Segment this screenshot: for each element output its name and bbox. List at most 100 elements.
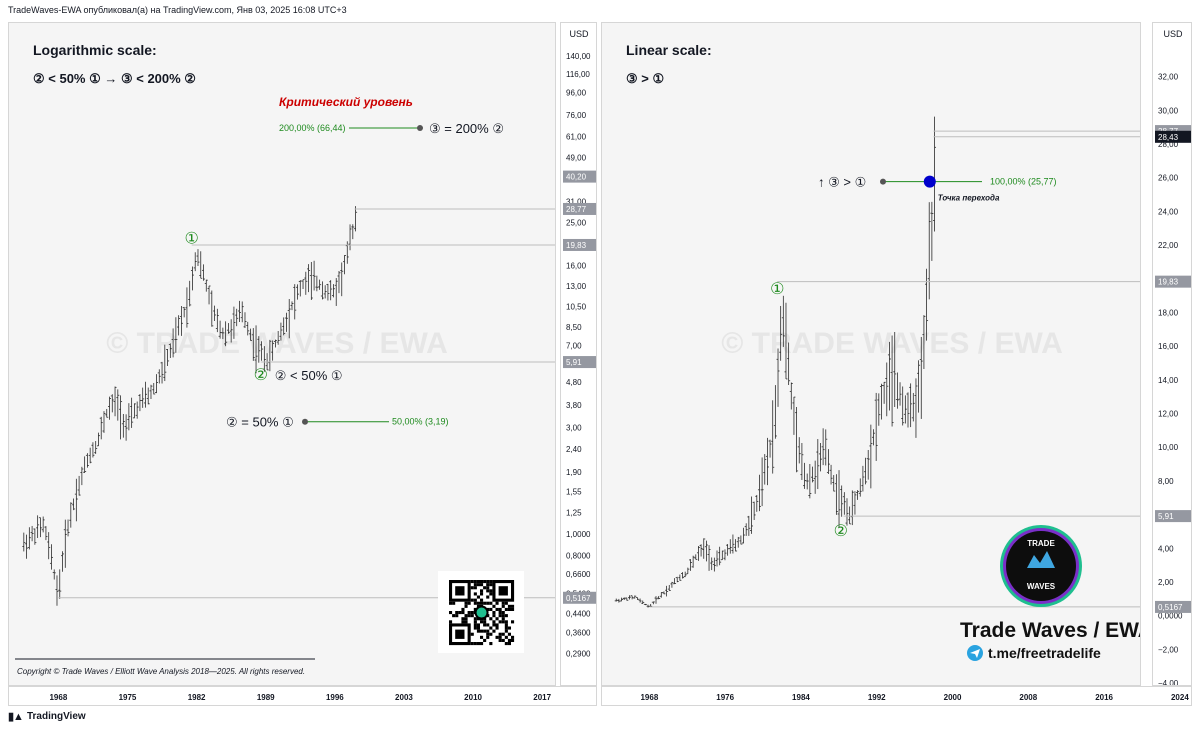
tradingview-brand: TradingView <box>26 711 86 722</box>
ohlc-bar <box>755 494 759 512</box>
ohlc-bar <box>30 525 34 542</box>
ohlc-bar <box>702 538 706 559</box>
ohlc-bar <box>149 384 153 399</box>
y-tick-label: 16,00 <box>566 262 587 271</box>
ohlc-bar <box>866 449 870 480</box>
y-tick-label: 4,00 <box>1158 544 1174 553</box>
ohlc-bar <box>246 321 250 336</box>
y-tick-label: 1,25 <box>566 508 582 517</box>
ohlc-bar <box>63 519 67 568</box>
tradingview-footer[interactable]: ▮▲ TradingView <box>8 710 86 723</box>
ohlc-bar <box>906 392 910 428</box>
ohlc-bar <box>792 396 796 435</box>
ohlc-bar <box>237 300 241 323</box>
ohlc-bar <box>633 595 637 599</box>
ohlc-bar <box>864 457 868 485</box>
chart-panel-linear[interactable]: © TRADE WAVES / EWA Linear scale: ③ > ① … <box>601 22 1141 686</box>
ohlc-bar <box>651 601 655 605</box>
ohlc-bar <box>765 437 769 486</box>
y-tick-label: 14,00 <box>1158 376 1179 385</box>
ohlc-bar <box>890 335 894 427</box>
ohlc-bar <box>818 442 822 472</box>
y-tick-label: 116,00 <box>566 70 590 79</box>
ohlc-bar <box>625 597 629 601</box>
ohlc-bar <box>168 343 172 358</box>
ohlc-bar <box>800 443 804 480</box>
ohlc-bar <box>882 381 886 404</box>
price-tag: 5,91 <box>566 358 582 367</box>
ohlc-bar <box>91 442 95 458</box>
y-tick-label: 61,00 <box>566 132 587 141</box>
x-tick-label: 1968 <box>640 693 658 702</box>
ohlc-bar <box>834 474 838 515</box>
ohlc-bar <box>832 475 836 492</box>
copyright-text: Copyright © Trade Waves / Elliott Wave A… <box>17 667 305 676</box>
ohlc-bar <box>224 321 228 347</box>
ohlc-bar <box>121 413 125 438</box>
y-tick-label: 32,00 <box>1158 73 1179 82</box>
ohlc-bar <box>132 403 136 419</box>
price-scale-linear[interactable]: USD 32,00 30,00 28,00 26,00 24,00 22,00 18,00 1… <box>1152 22 1192 686</box>
logo-wave-icon <box>1027 551 1055 568</box>
y-tick-label: 28,00 <box>1158 140 1179 149</box>
ohlc-bar <box>805 473 809 490</box>
ohlc-bar <box>646 604 650 608</box>
linear-chart-svg: © TRADE WAVES / EWA Linear scale: ③ > ① … <box>614 42 1140 661</box>
ohlc-bar <box>127 403 131 431</box>
fib-level-50: 50,00% (3,19) <box>392 417 449 427</box>
ohlc-bar <box>33 528 37 545</box>
ohlc-bar <box>354 206 358 232</box>
ohlc-bar <box>813 460 817 494</box>
ohlc-bar <box>930 201 934 261</box>
price-tag: 28,77 <box>566 205 587 214</box>
ohlc-bar <box>848 506 852 525</box>
x-tick-label: 1975 <box>119 693 137 702</box>
fib-100-anchor <box>880 178 886 185</box>
ohlc-bar <box>85 453 89 468</box>
ohlc-bar <box>182 306 186 318</box>
ohlc-bar <box>174 317 178 353</box>
ohlc-bar <box>218 320 222 339</box>
y-tick-label: 31,00 <box>566 198 587 207</box>
y-tick-label: 1,55 <box>566 488 582 497</box>
price-tag-box <box>563 356 596 369</box>
ohlc-bar <box>657 596 661 600</box>
ohlc-bar <box>83 456 87 473</box>
price-tag: 40,20 <box>566 173 587 182</box>
ohlc-bar <box>845 498 849 526</box>
time-scale-linear[interactable]: 1968 1976 1984 1992 2000 2008 2016 2024 <box>601 686 1192 706</box>
ohlc-bar <box>885 362 889 417</box>
ohlc-bar <box>720 550 724 561</box>
chart-title-linear: Linear scale: <box>626 42 712 58</box>
price-tag-box <box>563 170 596 183</box>
wave2-eq-annotation: ② = 50% ① <box>226 415 294 430</box>
ohlc-bar <box>678 574 682 581</box>
ohlc-bar <box>116 389 120 421</box>
y-tick-label: 1,90 <box>566 468 582 477</box>
wave3-eq-annotation: ③ = 200% ② <box>429 121 504 136</box>
ohlc-bar <box>210 290 214 327</box>
ohlc-bar <box>143 381 147 408</box>
fib-50-anchor <box>302 418 308 425</box>
time-scale-log[interactable]: 1968 1975 1982 1989 1996 2003 2010 2017 <box>8 686 597 706</box>
ohlc-bar <box>351 224 355 240</box>
ohlc-bars <box>22 206 358 606</box>
chart-panel-log[interactable]: © TRADE WAVES / EWA Logarithmic scale: ②… <box>8 22 556 686</box>
telegram-link[interactable]: t.me/freetradelife <box>988 645 1101 661</box>
ohlc-bar <box>744 523 748 536</box>
ohlc-bar <box>177 315 181 336</box>
ohlc-bar <box>803 462 807 489</box>
ohlc-bar <box>188 280 192 307</box>
ohlc-bar <box>638 598 642 603</box>
chart-subtitle-log: ② < 50% ① → ③ < 200% ② <box>33 71 196 86</box>
ohlc-bar <box>113 386 117 417</box>
ohlc-bar <box>704 540 708 562</box>
price-tag-box <box>563 591 596 604</box>
ohlc-bar <box>675 576 679 583</box>
ohlc-bar <box>262 346 266 372</box>
ohlc-bar <box>337 270 341 294</box>
ohlc-bar <box>911 392 915 422</box>
price-scale-log[interactable]: USD 140,00 116,00 96,00 76,00 61,00 49,00 40,2… <box>560 22 597 686</box>
ohlc-bar <box>160 361 164 384</box>
ohlc-bar <box>837 470 841 527</box>
